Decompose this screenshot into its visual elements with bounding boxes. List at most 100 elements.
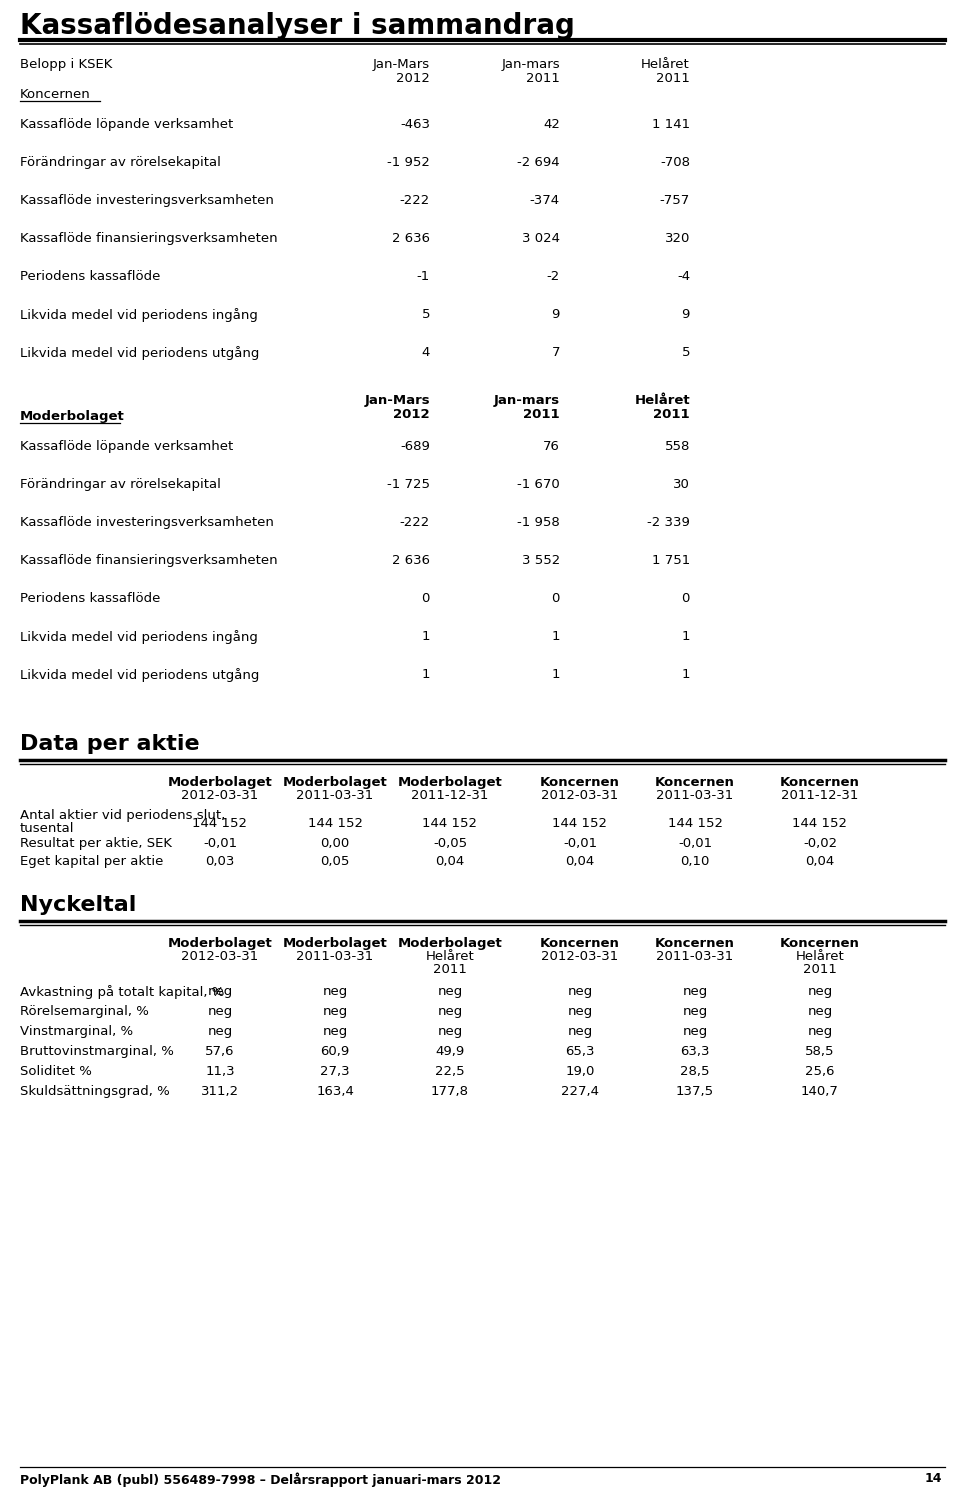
- Text: 2012-03-31: 2012-03-31: [181, 789, 258, 802]
- Text: Moderbolaget: Moderbolaget: [397, 777, 502, 789]
- Text: 144 152: 144 152: [553, 817, 608, 830]
- Text: -2 339: -2 339: [647, 516, 690, 530]
- Text: 1: 1: [551, 629, 560, 643]
- Text: 2 636: 2 636: [392, 554, 430, 567]
- Text: 0: 0: [552, 592, 560, 606]
- Text: Koncernen: Koncernen: [540, 777, 620, 789]
- Text: 0,04: 0,04: [436, 856, 465, 868]
- Text: neg: neg: [683, 985, 708, 998]
- Text: neg: neg: [567, 1004, 592, 1018]
- Text: neg: neg: [323, 985, 348, 998]
- Text: Periodens kassaflöde: Periodens kassaflöde: [20, 592, 160, 606]
- Text: 1: 1: [682, 668, 690, 682]
- Text: 49,9: 49,9: [436, 1045, 465, 1058]
- Text: Moderbolaget: Moderbolaget: [397, 937, 502, 949]
- Text: Eget kapital per aktie: Eget kapital per aktie: [20, 856, 163, 868]
- Text: -0,02: -0,02: [803, 836, 837, 850]
- Text: 2011-03-31: 2011-03-31: [657, 949, 733, 963]
- Text: 1: 1: [682, 629, 690, 643]
- Text: 2011-03-31: 2011-03-31: [657, 789, 733, 802]
- Text: Koncernen: Koncernen: [780, 937, 860, 949]
- Text: -0,01: -0,01: [678, 836, 712, 850]
- Text: neg: neg: [807, 985, 832, 998]
- Text: 1: 1: [421, 668, 430, 682]
- Text: Soliditet %: Soliditet %: [20, 1065, 92, 1077]
- Text: 558: 558: [664, 440, 690, 452]
- Text: 2011-12-31: 2011-12-31: [411, 789, 489, 802]
- Text: 28,5: 28,5: [681, 1065, 709, 1077]
- Text: 227,4: 227,4: [561, 1085, 599, 1098]
- Text: 2012-03-31: 2012-03-31: [181, 949, 258, 963]
- Text: 2012-03-31: 2012-03-31: [541, 789, 618, 802]
- Text: Jan-mars: Jan-mars: [493, 394, 560, 408]
- Text: -4: -4: [677, 269, 690, 283]
- Text: Resultat per aktie, SEK: Resultat per aktie, SEK: [20, 836, 172, 850]
- Text: Koncernen: Koncernen: [655, 937, 735, 949]
- Text: -1 725: -1 725: [387, 478, 430, 491]
- Text: -0,01: -0,01: [203, 836, 237, 850]
- Text: 9: 9: [682, 308, 690, 321]
- Text: 2011: 2011: [523, 408, 560, 421]
- Text: 2011: 2011: [526, 71, 560, 85]
- Text: Jan-Mars: Jan-Mars: [372, 58, 430, 71]
- Text: 1: 1: [551, 668, 560, 682]
- Text: 2011-03-31: 2011-03-31: [297, 789, 373, 802]
- Text: -0,01: -0,01: [563, 836, 597, 850]
- Text: Kassaflöde löpande verksamhet: Kassaflöde löpande verksamhet: [20, 440, 233, 452]
- Text: 11,3: 11,3: [205, 1065, 235, 1077]
- Text: -2 694: -2 694: [517, 156, 560, 170]
- Text: 2011: 2011: [433, 963, 467, 976]
- Text: 2011-12-31: 2011-12-31: [781, 789, 858, 802]
- Text: neg: neg: [207, 1004, 232, 1018]
- Text: Bruttovinstmarginal, %: Bruttovinstmarginal, %: [20, 1045, 174, 1058]
- Text: Moderbolaget: Moderbolaget: [168, 777, 273, 789]
- Text: neg: neg: [807, 1004, 832, 1018]
- Text: 1 751: 1 751: [652, 554, 690, 567]
- Text: Moderbolaget: Moderbolaget: [20, 411, 125, 423]
- Text: 2011: 2011: [656, 71, 690, 85]
- Text: 0,05: 0,05: [321, 856, 349, 868]
- Text: Förändringar av rörelsekapital: Förändringar av rörelsekapital: [20, 478, 221, 491]
- Text: Likvida medel vid periodens ingång: Likvida medel vid periodens ingång: [20, 308, 258, 321]
- Text: 144 152: 144 152: [193, 817, 248, 830]
- Text: Belopp i KSEK: Belopp i KSEK: [20, 58, 112, 71]
- Text: 30: 30: [673, 478, 690, 491]
- Text: 5: 5: [421, 308, 430, 321]
- Text: Kassaflöde investeringsverksamheten: Kassaflöde investeringsverksamheten: [20, 193, 274, 207]
- Text: neg: neg: [807, 1025, 832, 1039]
- Text: 2 636: 2 636: [392, 232, 430, 246]
- Text: 0,00: 0,00: [321, 836, 349, 850]
- Text: Helåret: Helåret: [641, 58, 690, 71]
- Text: 144 152: 144 152: [667, 817, 723, 830]
- Text: neg: neg: [323, 1025, 348, 1039]
- Text: 65,3: 65,3: [565, 1045, 595, 1058]
- Text: -1 670: -1 670: [517, 478, 560, 491]
- Text: 2012-03-31: 2012-03-31: [541, 949, 618, 963]
- Text: Kassaflödesanalyser i sammandrag: Kassaflödesanalyser i sammandrag: [20, 12, 575, 40]
- Text: 5: 5: [682, 347, 690, 359]
- Text: 27,3: 27,3: [321, 1065, 349, 1077]
- Text: neg: neg: [207, 1025, 232, 1039]
- Text: 25,6: 25,6: [805, 1065, 835, 1077]
- Text: -708: -708: [660, 156, 690, 170]
- Text: Jan-Mars: Jan-Mars: [365, 394, 430, 408]
- Text: 76: 76: [543, 440, 560, 452]
- Text: 9: 9: [552, 308, 560, 321]
- Text: neg: neg: [683, 1025, 708, 1039]
- Text: 58,5: 58,5: [805, 1045, 835, 1058]
- Text: Kassaflöde finansieringsverksamheten: Kassaflöde finansieringsverksamheten: [20, 232, 277, 246]
- Text: 1: 1: [421, 629, 430, 643]
- Text: 2011: 2011: [804, 963, 837, 976]
- Text: 14: 14: [924, 1472, 942, 1485]
- Text: 0,03: 0,03: [205, 856, 234, 868]
- Text: neg: neg: [438, 1025, 463, 1039]
- Text: 0,04: 0,04: [565, 856, 594, 868]
- Text: Helåret: Helåret: [796, 949, 845, 963]
- Text: 2011: 2011: [654, 408, 690, 421]
- Text: 320: 320: [664, 232, 690, 246]
- Text: Moderbolaget: Moderbolaget: [168, 937, 273, 949]
- Text: 144 152: 144 152: [307, 817, 363, 830]
- Text: 2011-03-31: 2011-03-31: [297, 949, 373, 963]
- Text: Moderbolaget: Moderbolaget: [282, 777, 388, 789]
- Text: neg: neg: [438, 1004, 463, 1018]
